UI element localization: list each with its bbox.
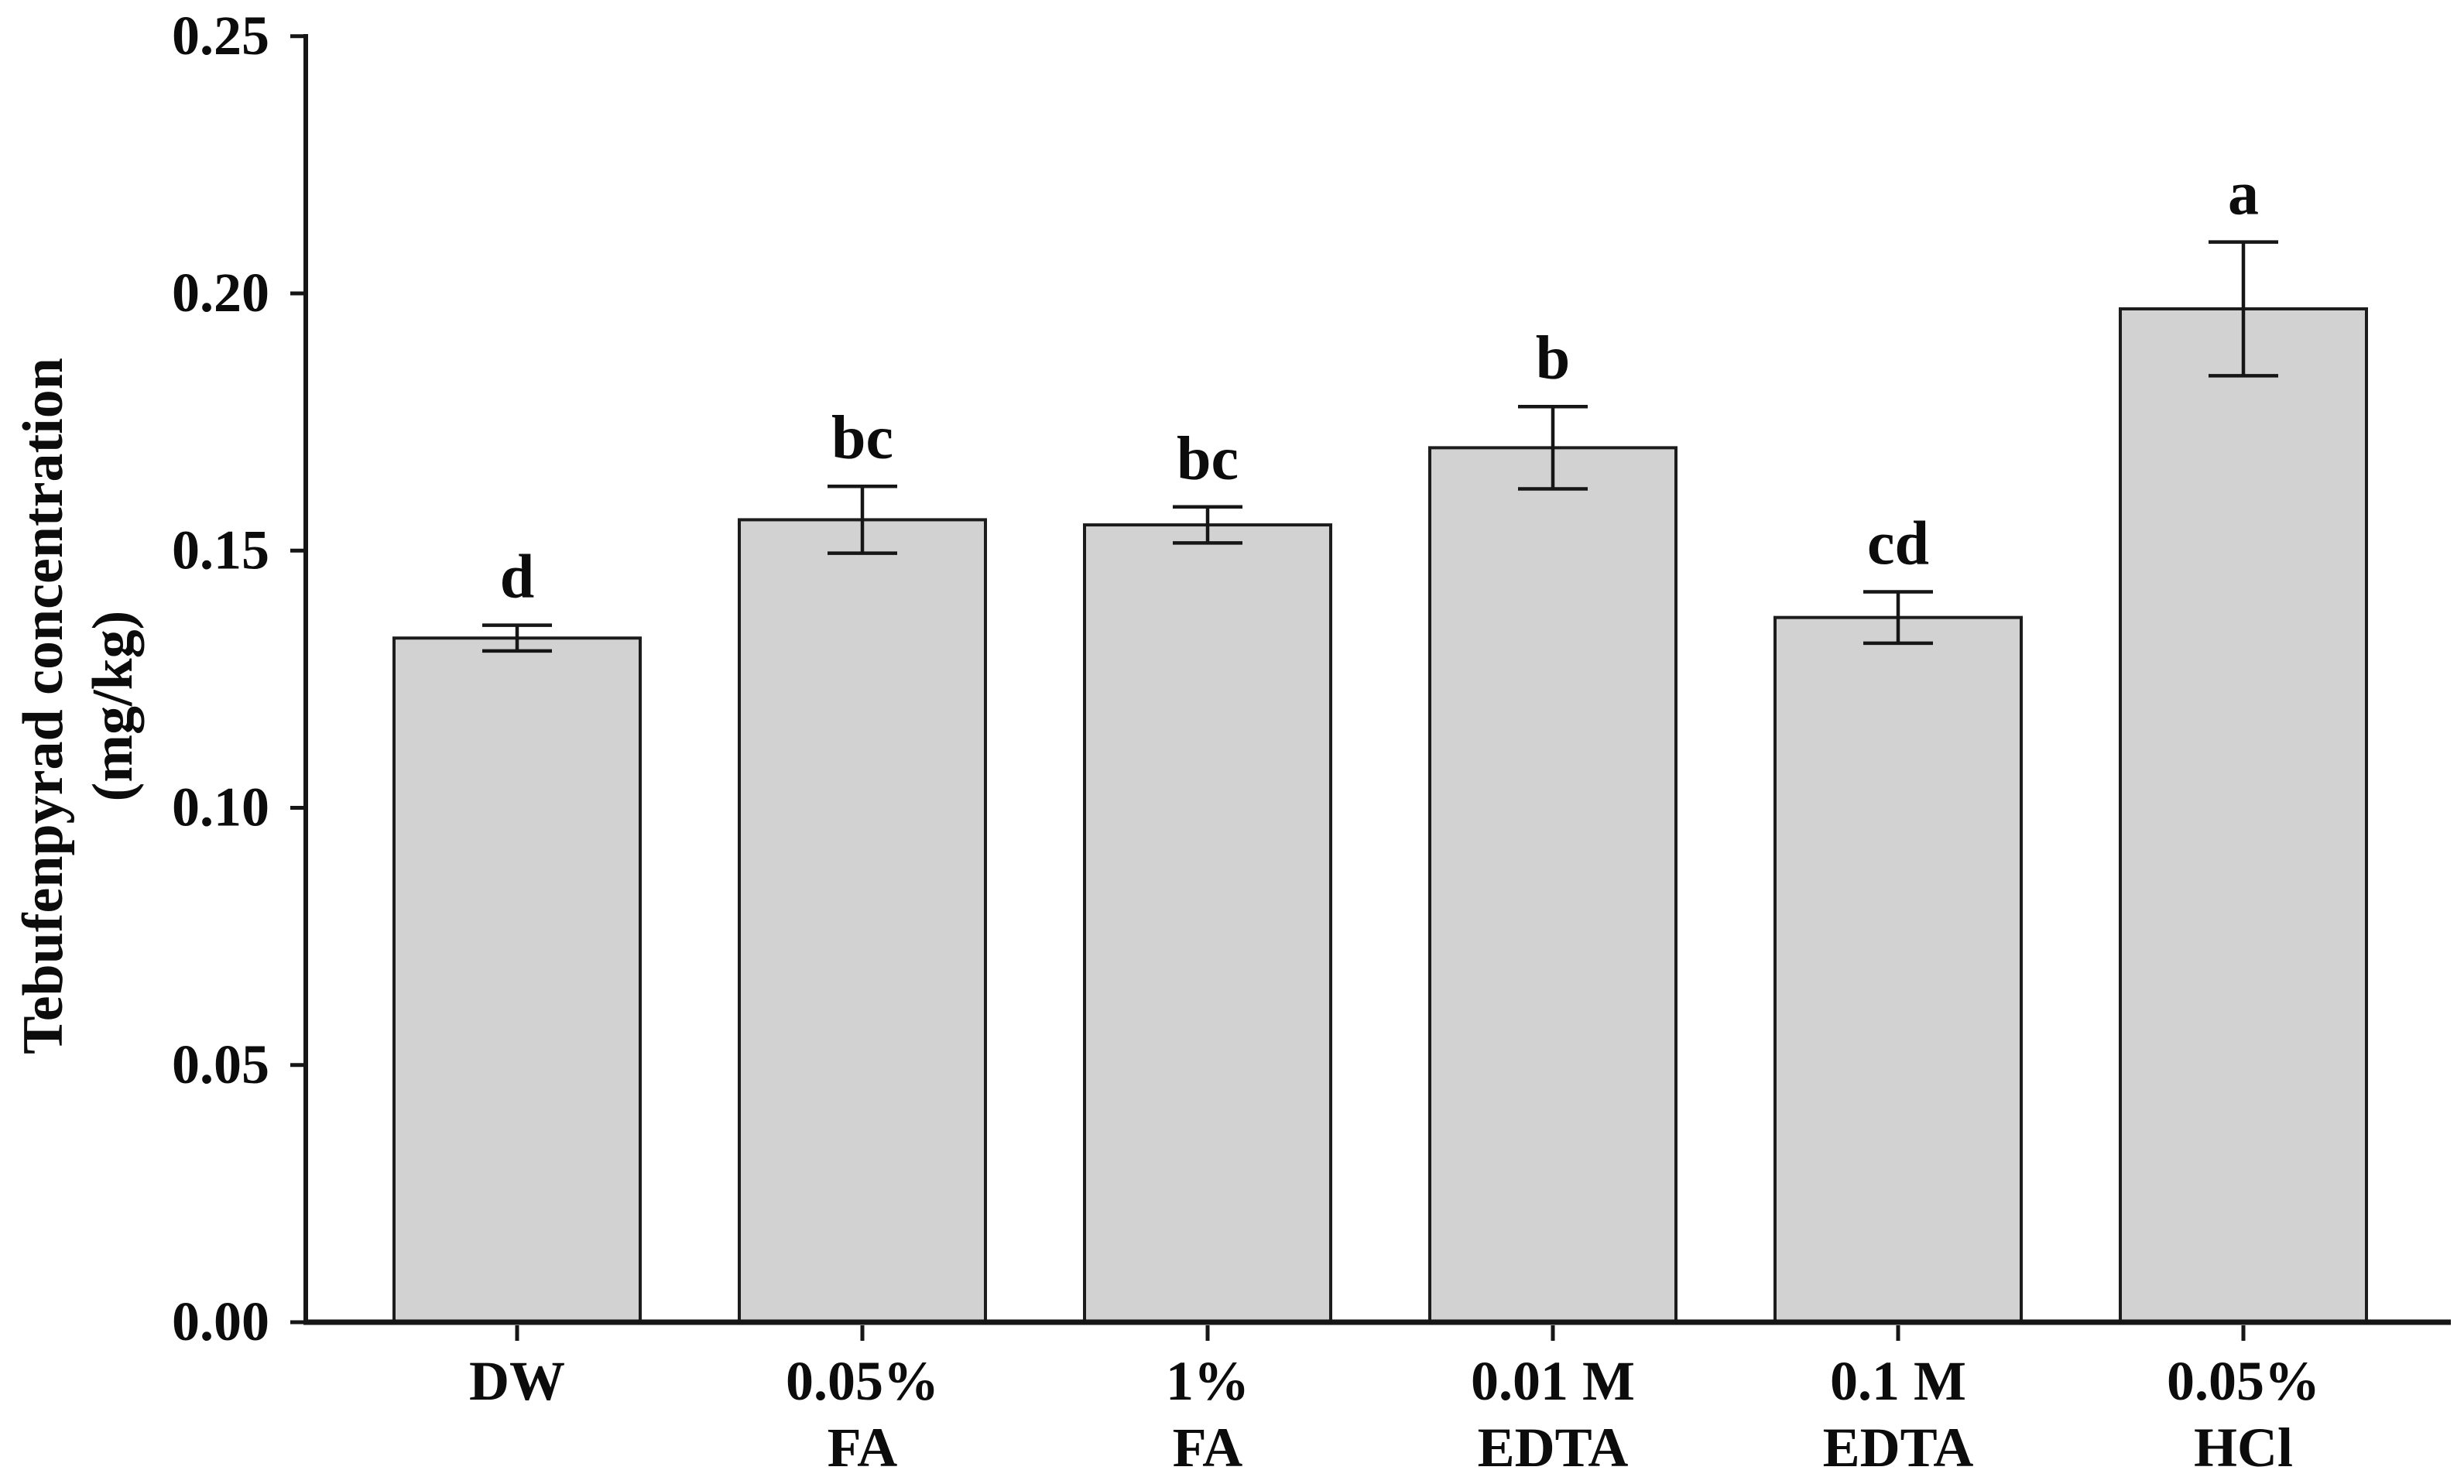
x-tick-label-line: EDTA	[1478, 1417, 1629, 1479]
y-tick-label: 0.05	[172, 1033, 269, 1095]
x-tick-label-line: 0.1 M	[1830, 1350, 1966, 1412]
significance-letter: a	[2228, 160, 2259, 228]
bar-dw	[392, 636, 642, 1324]
y-tick-label: 0.00	[172, 1290, 269, 1352]
sig-letters-group: d bc bc b cd a	[500, 160, 2259, 612]
axes-group	[303, 34, 2451, 1325]
bars-group	[392, 307, 2368, 1325]
error-bar	[1863, 590, 1933, 646]
x-tick-label-line: 0.05%	[2167, 1350, 2320, 1412]
error-bars-group	[482, 240, 2278, 653]
significance-letter: cd	[1867, 509, 1929, 577]
x-tick-label-line: 0.01 M	[1471, 1350, 1635, 1412]
significance-letter: d	[500, 543, 535, 612]
bar-0.05%-hcl	[2119, 307, 2368, 1325]
y-axis-title-line: (mg/kg)	[81, 611, 145, 802]
x-tick-label-line: 0.05%	[786, 1350, 939, 1412]
x-tick-label-line: FA	[828, 1417, 898, 1479]
x-tick-label-line: EDTA	[1823, 1417, 1974, 1479]
y-tick-label: 0.15	[172, 519, 269, 581]
y-tick-labels-group: 0.00 0.05 0.10 0.15 0.20 0.25	[172, 5, 269, 1352]
bar-0.01 m-edta	[1428, 446, 1678, 1324]
y-tick-label: 0.25	[172, 5, 269, 67]
bar-0.1 m-edta	[1773, 615, 2023, 1324]
bar-1%-fa	[1083, 523, 1332, 1324]
error-bar	[482, 623, 552, 653]
x-tick-label-line: DW	[469, 1350, 565, 1412]
error-bar	[1518, 404, 1588, 491]
x-ticks-group	[515, 1325, 2246, 1341]
significance-letter: bc	[1177, 425, 1239, 493]
error-bar	[828, 484, 897, 555]
y-axis-title-group: Tebufenpyrad concentration (mg/kg)	[12, 358, 145, 1054]
significance-letter: b	[1536, 324, 1571, 392]
y-tick-label: 0.20	[172, 262, 269, 324]
x-tick-label-line: FA	[1173, 1417, 1243, 1479]
significance-letter: bc	[831, 404, 893, 472]
error-bar	[2209, 240, 2278, 378]
error-bar	[1173, 505, 1242, 545]
y-tick-label: 0.10	[172, 776, 269, 838]
x-tick-label-line: 1%	[1166, 1350, 1249, 1412]
y-axis-title-line: Tebufenpyrad concentration	[12, 358, 75, 1054]
x-tick-label-line: HCl	[2194, 1417, 2293, 1479]
bar-0.05%-fa	[738, 518, 987, 1324]
y-ticks-group	[290, 34, 306, 1325]
